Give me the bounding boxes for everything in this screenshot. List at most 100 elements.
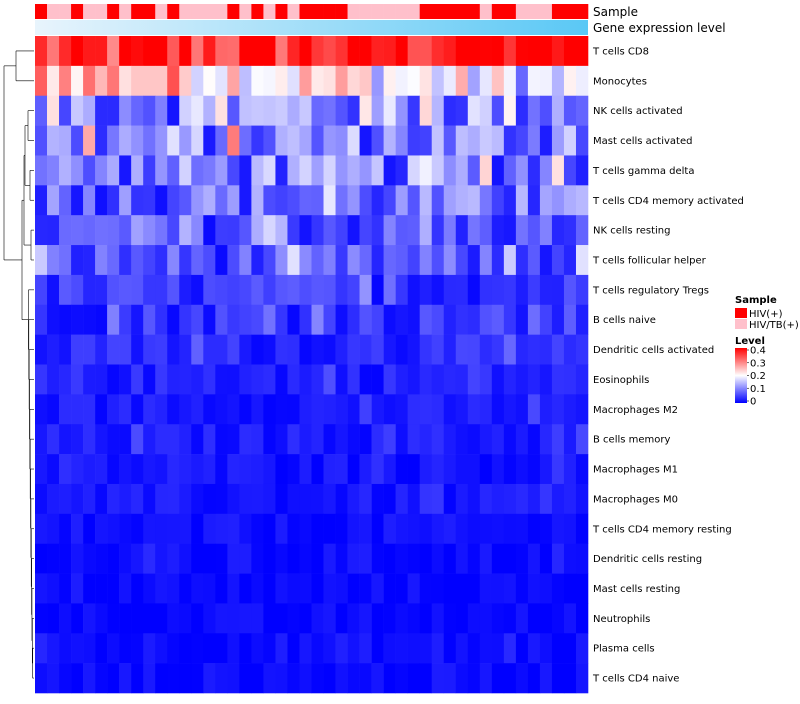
heatmap-cell (443, 125, 457, 156)
heatmap-cell (287, 483, 300, 515)
heatmap-cell (95, 513, 108, 544)
heatmap-cell (131, 185, 144, 216)
heatmap-cell (383, 185, 396, 216)
heatmap-cell (479, 633, 493, 664)
heatmap-cell (287, 304, 300, 335)
heatmap-cell (71, 633, 84, 664)
heatmap-cell (395, 633, 408, 664)
heatmap-cell (347, 155, 360, 186)
heatmap-cell (539, 125, 553, 156)
heatmap-cell (575, 274, 589, 306)
heatmap-cell (35, 304, 48, 335)
heatmap-cell (359, 274, 372, 306)
heatmap-cell (263, 454, 276, 485)
heatmap-cell (383, 633, 396, 664)
heatmap-cell (311, 603, 324, 634)
heatmap-cell (71, 36, 84, 67)
heatmap-cell (539, 304, 553, 335)
heatmap-cell (323, 603, 336, 634)
heatmap-cell (83, 454, 96, 485)
heatmap-cell (359, 125, 372, 156)
heatmap-cell (215, 454, 228, 485)
heatmap-cell (227, 185, 240, 216)
heatmap-cell (59, 65, 72, 97)
heatmap-cell (311, 364, 324, 395)
heatmap-cell (491, 65, 505, 97)
heatmap-cell (455, 454, 469, 485)
heatmap-cell (191, 394, 204, 425)
heatmap-cell (59, 274, 72, 306)
heatmap-cell (143, 155, 156, 186)
heatmap-cell (59, 155, 72, 186)
heatmap-cell (383, 36, 396, 67)
heatmap-cell (119, 633, 132, 664)
heatmap-cell (527, 155, 541, 186)
row-label: Macrophages M2 (593, 405, 678, 416)
heatmap-cell (455, 424, 469, 455)
heatmap-cell (371, 155, 384, 186)
heatmap-cell (491, 155, 505, 186)
heatmap-cell (383, 215, 396, 246)
heatmap-cell (503, 394, 517, 425)
heatmap-cell (323, 215, 336, 246)
heatmap-cell (359, 573, 372, 604)
heatmap-cell (155, 334, 168, 365)
heatmap-cell (191, 364, 204, 395)
sample-annotation-cell (119, 4, 132, 19)
heatmap-cell (323, 95, 336, 126)
heatmap-cell (59, 125, 72, 156)
heatmap-cell (191, 334, 204, 365)
heatmap-cell (299, 245, 312, 276)
heatmap-cell (263, 95, 276, 126)
heatmap-cell (431, 36, 445, 67)
heatmap-cell (35, 125, 48, 156)
heatmap-cell (239, 633, 252, 664)
heatmap-cell (311, 424, 324, 455)
heatmap-cell (551, 274, 565, 306)
sample-annotation-cell (35, 4, 48, 19)
sample-annotation-cell (287, 4, 300, 19)
heatmap-cell (467, 36, 481, 67)
heatmap-cell (311, 483, 324, 515)
heatmap-cell (47, 245, 60, 276)
heatmap-cell (431, 663, 445, 694)
heatmap-cell (443, 424, 457, 455)
heatmap-cell (155, 483, 168, 515)
heatmap-cell (551, 454, 565, 485)
heatmap-cell (323, 274, 336, 306)
heatmap-cell (323, 65, 336, 97)
heatmap-cell (287, 663, 300, 694)
heatmap-cell (323, 36, 336, 67)
heatmap-cell (227, 424, 240, 455)
row-label: T cells CD4 memory activated (592, 196, 744, 207)
heatmap-cell (383, 95, 396, 126)
heatmap-cell (95, 543, 108, 574)
heatmap-cell (491, 364, 505, 395)
colorbar-tick-label: 0.3 (750, 358, 766, 369)
heatmap-cell (71, 394, 84, 425)
heatmap-cell (227, 633, 240, 664)
heatmap-cell (275, 274, 288, 306)
heatmap-cell (203, 215, 216, 246)
sample-annotation-cell (443, 4, 457, 19)
heatmap-cell (131, 95, 144, 126)
heatmap-cell (239, 155, 252, 186)
heatmap-cell (155, 454, 168, 485)
heatmap-cell (311, 274, 324, 306)
heatmap-cell (47, 274, 60, 306)
heatmap-cell (179, 663, 192, 694)
heatmap-cell (551, 245, 565, 276)
heatmap-cell (227, 334, 240, 365)
heatmap-cell (251, 274, 264, 306)
heatmap-cell (527, 95, 541, 126)
heatmap-cell (251, 36, 264, 67)
heatmap-cell (527, 483, 541, 515)
heatmap-cell (395, 215, 408, 246)
heatmap-cell (263, 364, 276, 395)
heatmap-cell (107, 125, 120, 156)
heatmap-cell (539, 543, 553, 574)
heatmap-cell (203, 633, 216, 664)
heatmap-cell (575, 633, 589, 664)
heatmap-cell (311, 573, 324, 604)
heatmap-cell (275, 454, 288, 485)
